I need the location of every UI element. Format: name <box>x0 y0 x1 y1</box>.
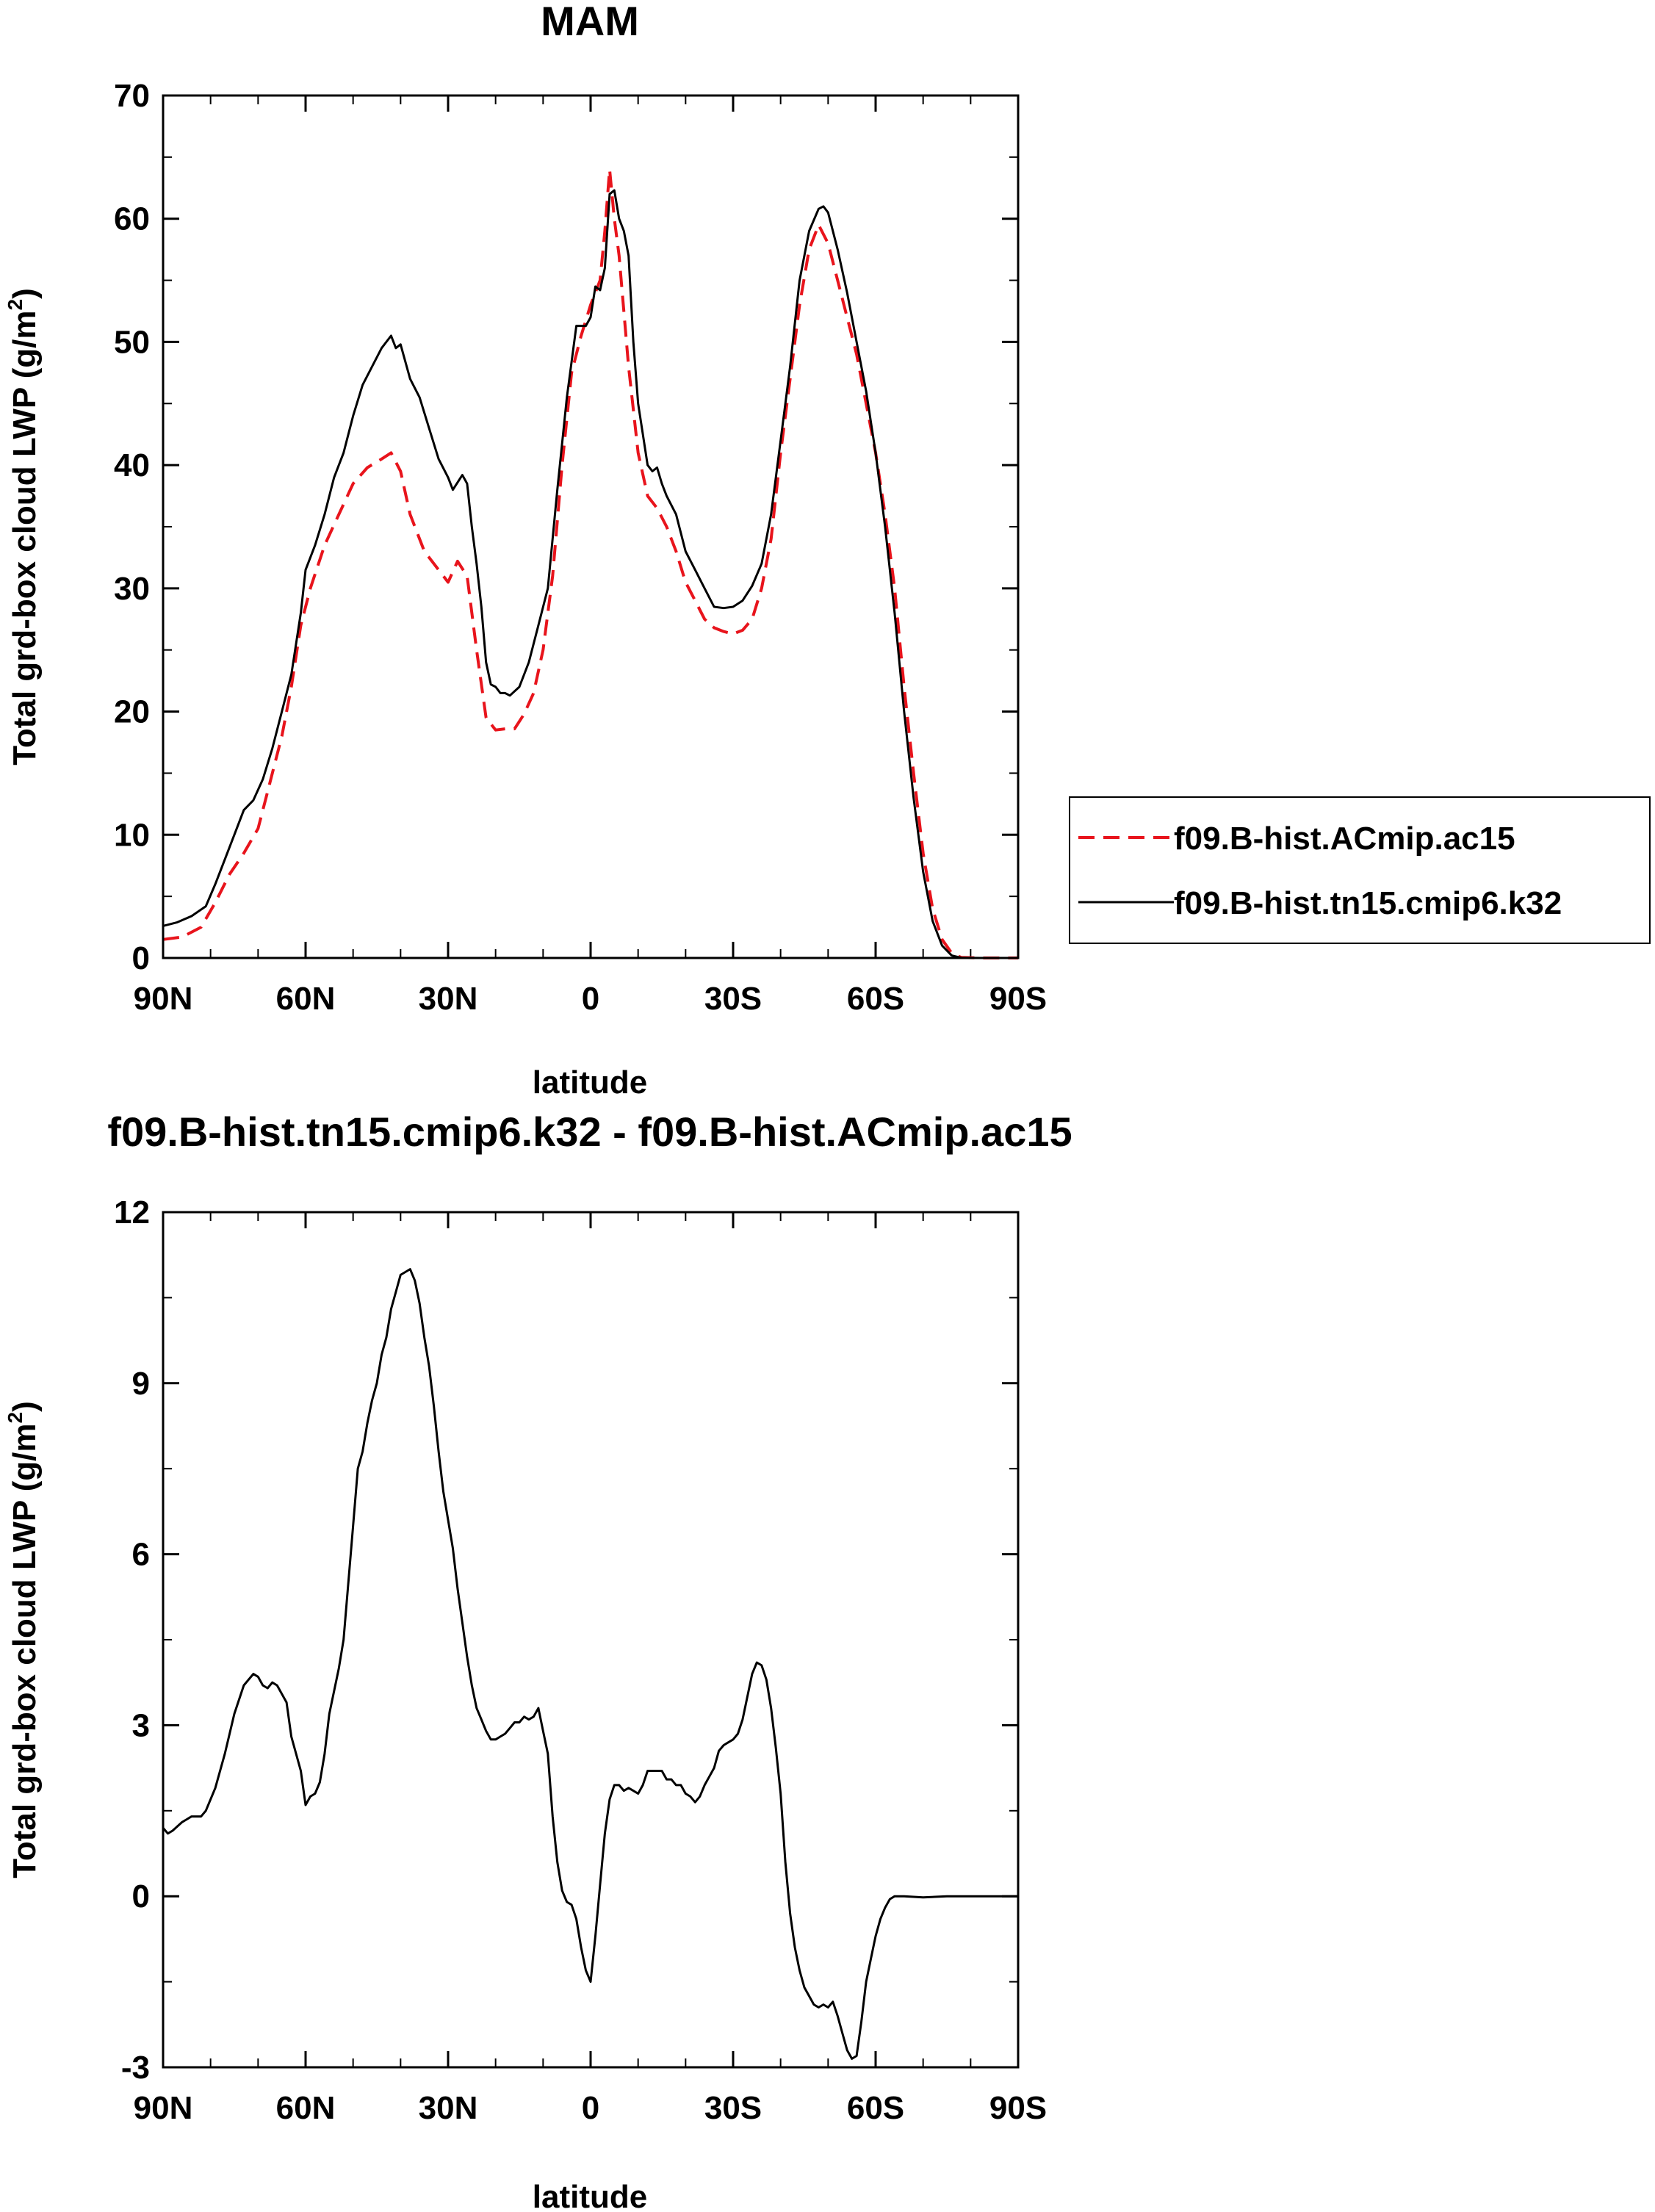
top-chart-xtick-label: 30N <box>419 981 478 1017</box>
bottom-chart: f09.B-hist.tn15.cmip6.k32 - f09.B-hist.A… <box>4 1109 1072 2212</box>
bottom-chart-xtick-label: 90N <box>134 2090 193 2126</box>
bottom-chart-xtick-label: 60S <box>847 2090 904 2126</box>
bottom-chart-frame <box>162 1211 1020 2069</box>
top-chart-xtick-label: 30S <box>704 981 762 1017</box>
legend-label-tn15: f09.B-hist.tn15.cmip6.k32 <box>1174 885 1562 921</box>
bottom-chart-xlabel: latitude <box>533 2179 647 2212</box>
bottom-chart-ytick-label: 9 <box>132 1366 150 1402</box>
legend: f09.B-hist.ACmip.ac15 f09.B-hist.tn15.cm… <box>1069 796 1651 944</box>
top-chart-series-line-0 <box>162 167 1018 959</box>
top-chart-ytick-label: 50 <box>114 324 150 360</box>
top-chart-ytick-label: 70 <box>114 78 150 114</box>
bottom-chart-ytick-label: 6 <box>132 1537 150 1573</box>
top-chart-title: MAM <box>541 0 639 44</box>
bottom-chart-ytick-label: 12 <box>114 1195 150 1231</box>
top-chart-ytick-label: 10 <box>114 817 150 853</box>
bottom-chart-series <box>162 1268 1018 2060</box>
top-chart-ytick-label: 30 <box>114 571 150 607</box>
top-chart-xtick-label: 90N <box>134 981 193 1017</box>
top-chart-frame <box>162 94 1020 959</box>
bottom-chart-series-line-0 <box>162 1268 1018 2060</box>
bottom-chart-ytick-label: -3 <box>121 2050 150 2086</box>
bottom-chart-xtick-label: 0 <box>582 2090 599 2126</box>
bottom-chart-xtick-label: 30S <box>704 2090 762 2126</box>
bottom-chart-ylabel-tail: ) <box>7 1401 43 1412</box>
top-chart-series <box>162 167 1018 959</box>
top-chart-ytick-label: 20 <box>114 694 150 730</box>
top-chart-xlabel: latitude <box>533 1064 647 1100</box>
bottom-chart-xtick-label: 30N <box>419 2090 478 2126</box>
bottom-chart-xtick-label: 60N <box>276 2090 336 2126</box>
top-chart-ytick-label: 40 <box>114 447 150 483</box>
bottom-chart-axes: -3 0 3 6 9 12 90N 60N 30N 0 30S 60S 90S <box>114 1195 1047 2126</box>
bottom-chart-ytick-label: 3 <box>132 1707 150 1743</box>
legend-box <box>1069 796 1651 944</box>
top-chart-ytick-label: 60 <box>114 201 150 237</box>
top-chart-ytick-label: 0 <box>132 940 150 976</box>
legend-label-acmip: f09.B-hist.ACmip.ac15 <box>1174 821 1515 857</box>
top-chart-axes: 0 10 20 30 40 50 60 70 90N 60N 30N 0 30S 60S 90S <box>114 78 1047 1017</box>
top-chart-ylabel: Total grd-box cloud LWP (g/m2) <box>4 288 43 765</box>
top-chart-ylabel-main: Total grd-box cloud LWP (g/m <box>7 311 43 765</box>
top-chart-xtick-label: 60N <box>276 981 336 1017</box>
top-chart-xtick-label: 60S <box>847 981 904 1017</box>
top-chart-ylabel-tail: ) <box>7 288 43 299</box>
bottom-chart-ylabel-sup: 2 <box>4 1412 26 1424</box>
top-chart: MAM 0 10 20 30 40 50 60 70 90N 60N 30N 0 30S 60S 90S l… <box>4 0 1047 1100</box>
top-chart-xtick-label: 0 <box>582 981 599 1017</box>
top-chart-series-line-1 <box>162 189 1018 959</box>
top-chart-xtick-label: 90S <box>989 981 1047 1017</box>
bottom-chart-ylabel: Total grd-box cloud LWP (g/m2) <box>4 1401 43 1878</box>
bottom-chart-xtick-label: 90S <box>989 2090 1047 2126</box>
bottom-chart-title: f09.B-hist.tn15.cmip6.k32 - f09.B-hist.A… <box>107 1109 1072 1155</box>
bottom-chart-ytick-label: 0 <box>132 1878 150 1914</box>
bottom-chart-ylabel-main: Total grd-box cloud LWP (g/m <box>7 1424 43 1878</box>
top-chart-ylabel-sup: 2 <box>4 299 26 311</box>
